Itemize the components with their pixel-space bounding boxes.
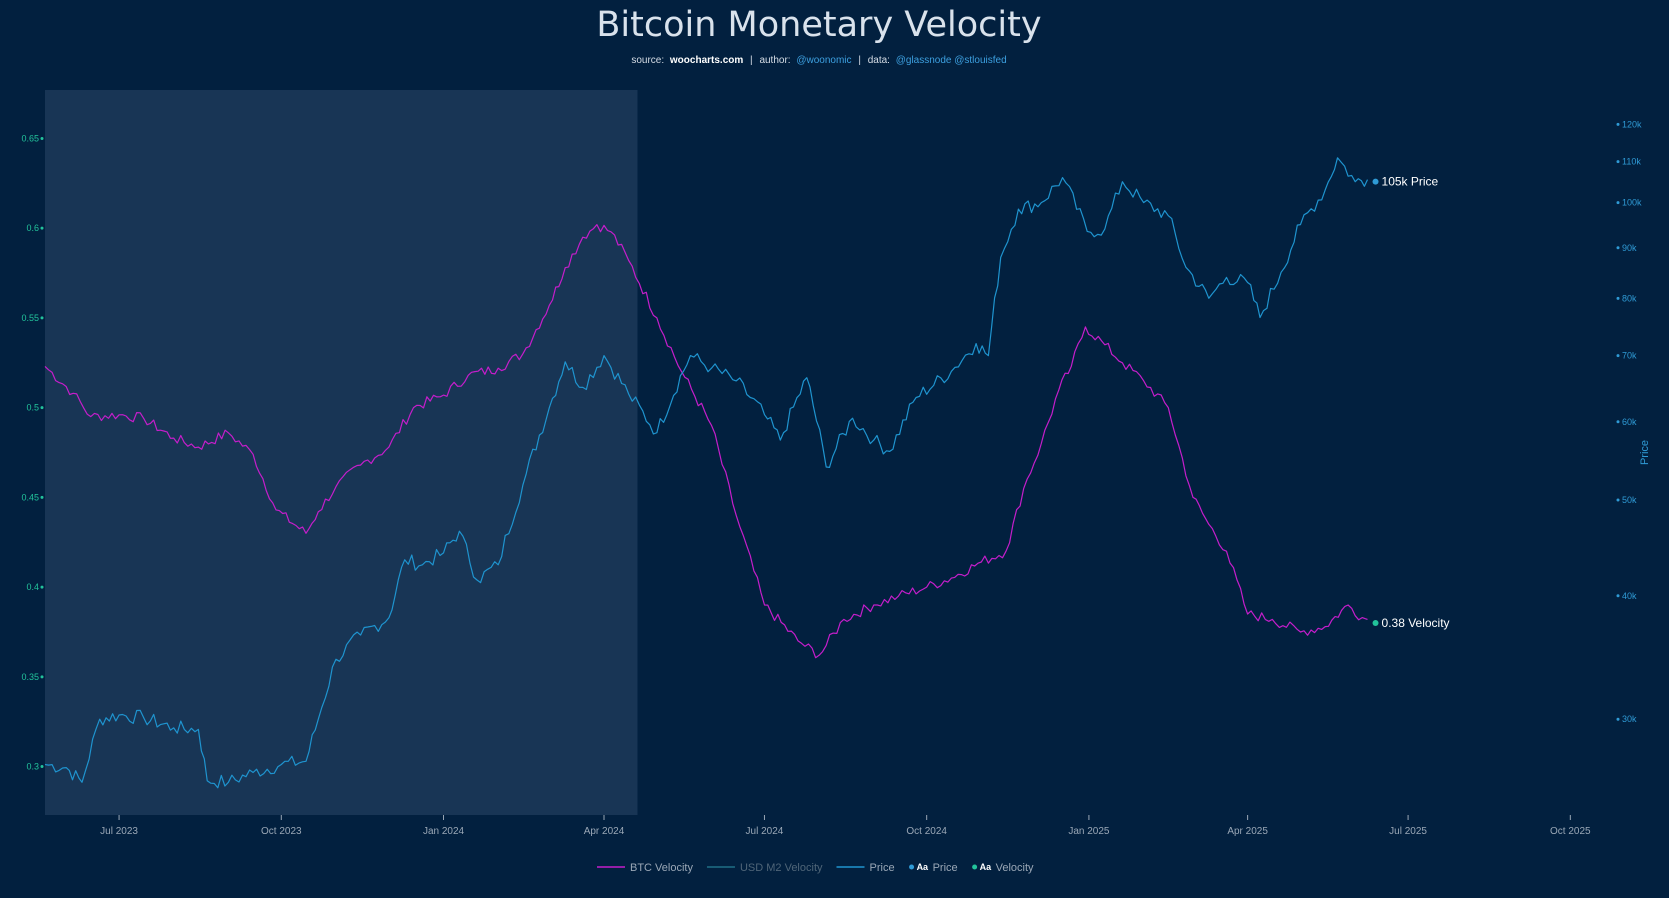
end-label-text: 0.38 Velocity — [1382, 616, 1450, 630]
right-tick-label: 70k — [1622, 351, 1637, 361]
right-tick-mark — [1616, 296, 1620, 300]
left-tick-label: 0.3 — [26, 762, 39, 772]
x-tick-label: Jan 2024 — [423, 826, 465, 837]
author-value[interactable]: @woonomic — [796, 55, 851, 66]
legend-item[interactable]: Aa Velocity — [972, 862, 1034, 874]
left-tick-mark — [40, 406, 44, 410]
series-layer — [44, 157, 1369, 789]
right-tick-label: 100k — [1622, 198, 1642, 208]
legend-item[interactable]: Price — [836, 862, 895, 874]
end-label-text: 105k Price — [1382, 175, 1439, 189]
source-label: source: — [631, 55, 664, 66]
x-tick-label: Oct 2024 — [906, 826, 947, 837]
right-tick-mark — [1616, 594, 1620, 598]
x-tick-label: Apr 2024 — [584, 826, 625, 837]
right-tick-label: 50k — [1622, 495, 1637, 505]
source-line: source: woocharts.com | author: @woonomi… — [631, 55, 1006, 66]
left-tick-label: 0.5 — [26, 403, 39, 413]
legend-item[interactable]: BTC Velocity — [597, 862, 693, 874]
right-tick-label: 60k — [1622, 417, 1637, 427]
right-tick-mark — [1616, 354, 1620, 358]
end-label-dot — [1372, 178, 1379, 185]
left-tick-label: 0.4 — [26, 582, 39, 592]
left-tick-mark — [40, 226, 44, 230]
left-tick-mark — [40, 136, 44, 140]
end-labels: 105k Price 0.38 Velocity — [1372, 175, 1450, 630]
author-label: author: — [759, 55, 790, 66]
legend-item[interactable]: USD M2 Velocity — [706, 862, 823, 874]
left-tick-mark — [40, 675, 44, 679]
separator-2: | — [858, 55, 861, 66]
separator-1: | — [750, 55, 753, 66]
left-tick-label: 0.55 — [21, 313, 39, 323]
left-tick-label: 0.65 — [21, 133, 39, 143]
x-tick-label: Oct 2023 — [261, 826, 302, 837]
x-tick-label: Apr 2025 — [1227, 826, 1268, 837]
legend-label: BTC Velocity — [630, 862, 693, 874]
x-tick-label: Jul 2025 — [1389, 826, 1427, 837]
legend-label: Price — [933, 862, 958, 874]
end-label-dot — [1372, 619, 1379, 626]
right-tick-label: 40k — [1622, 591, 1637, 601]
series-line-price[interactable] — [44, 157, 1369, 789]
right-tick-mark — [1616, 717, 1620, 721]
series-line-btc-velocity[interactable] — [44, 224, 1368, 659]
legend-label: USD M2 Velocity — [740, 862, 823, 874]
chart-title: Bitcoin Monetary Velocity — [596, 5, 1041, 45]
right-tick-mark — [1616, 498, 1620, 502]
left-axis: 0.3 0.35 0.4 0.45 0.5 0.55 0.6 0.65 — [21, 133, 44, 772]
left-tick-label: 0.45 — [21, 492, 39, 502]
legend-aa: Aa — [917, 862, 929, 872]
source-value[interactable]: woocharts.com — [669, 55, 743, 66]
data-value[interactable]: @glassnode @stlouisfed — [896, 55, 1007, 66]
highlight-region — [45, 90, 638, 815]
left-tick-label: 0.6 — [26, 223, 39, 233]
x-tick-label: Oct 2025 — [1550, 826, 1591, 837]
right-tick-label: 30k — [1622, 714, 1637, 724]
right-axis-label: Price — [1639, 440, 1651, 465]
x-axis: Jul 2023 Oct 2023 Jan 2024 Apr 2024 Jul 2024… — [100, 815, 1591, 837]
legend-dot — [972, 864, 978, 870]
right-tick-mark — [1616, 201, 1620, 205]
left-tick-mark — [40, 765, 44, 769]
legend-aa: Aa — [980, 862, 992, 872]
legend-dot — [909, 864, 915, 870]
legend-item[interactable]: Aa Price — [909, 862, 958, 874]
left-tick-mark — [40, 585, 44, 589]
right-tick-label: 90k — [1622, 243, 1637, 253]
right-tick-mark — [1616, 122, 1620, 126]
right-tick-label: 110k — [1622, 157, 1641, 167]
left-tick-label: 0.35 — [21, 672, 39, 682]
right-axis: 30k 40k 50k 60k 70k 80k 90k 100k 110k 120k — [1616, 119, 1642, 724]
left-tick-mark — [40, 316, 44, 320]
right-tick-label: 120k — [1622, 119, 1642, 129]
right-tick-mark — [1616, 160, 1620, 164]
left-tick-mark — [40, 495, 44, 499]
data-label: data: — [868, 55, 890, 66]
x-tick-label: Jul 2023 — [100, 826, 138, 837]
legend[interactable]: BTC Velocity USD M2 Velocity Price Aa Price A… — [597, 862, 1034, 874]
right-tick-mark — [1616, 246, 1620, 250]
legend-label: Velocity — [996, 862, 1034, 874]
right-tick-label: 80k — [1622, 293, 1637, 303]
right-tick-mark — [1616, 420, 1620, 424]
x-tick-label: Jan 2025 — [1068, 826, 1110, 837]
x-tick-label: Jul 2024 — [746, 826, 784, 837]
legend-label: Price — [870, 862, 895, 874]
